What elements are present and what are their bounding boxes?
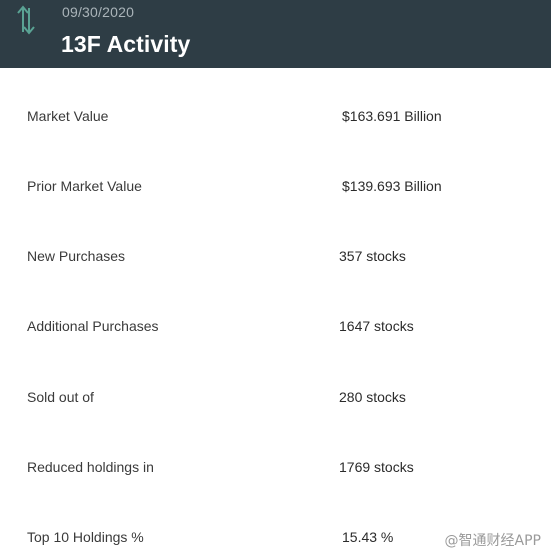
stat-row-sold-out: Sold out of 280 stocks: [0, 385, 551, 409]
stat-value: 280 stocks: [339, 389, 406, 405]
stat-row-new-purchases: New Purchases 357 stocks: [0, 244, 551, 268]
stat-value: 1769 stocks: [339, 459, 414, 475]
vertical-arrows-icon: [17, 5, 35, 35]
header-bar: 09/30/2020 13F Activity: [0, 0, 551, 68]
stat-label: Top 10 Holdings %: [27, 529, 144, 545]
stat-value: $139.693 Billion: [342, 178, 442, 194]
stat-value: $163.691 Billion: [342, 108, 442, 124]
stat-value: 1647 stocks: [339, 318, 414, 334]
stat-label: Additional Purchases: [27, 318, 159, 334]
report-date: 09/30/2020: [62, 4, 135, 20]
stat-row-reduced-holdings: Reduced holdings in 1769 stocks: [0, 455, 551, 479]
page-title: 13F Activity: [61, 31, 191, 57]
stat-label: New Purchases: [27, 248, 126, 264]
stat-value: 15.43 %: [342, 529, 394, 545]
stat-label: Market Value: [27, 108, 109, 124]
stat-value: 357 stocks: [339, 248, 406, 264]
stat-row-market-value: Market Value $163.691 Billion: [0, 104, 551, 128]
stat-label: Prior Market Value: [27, 178, 142, 194]
stat-row-prior-market-value: Prior Market Value $139.693 Billion: [0, 174, 551, 198]
watermark: @智通财经APP: [444, 533, 541, 549]
stat-row-additional-purchases: Additional Purchases 1647 stocks: [0, 314, 551, 338]
stat-row-top-10-holdings: Top 10 Holdings % 15.43 %: [0, 525, 551, 549]
stat-label: Sold out of: [27, 389, 94, 405]
stat-label: Reduced holdings in: [27, 459, 154, 475]
